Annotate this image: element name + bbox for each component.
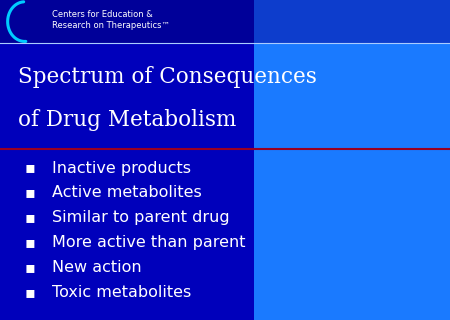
Text: New action: New action bbox=[52, 260, 141, 275]
Text: Active metabolites: Active metabolites bbox=[52, 186, 202, 200]
Text: ▪: ▪ bbox=[25, 260, 36, 275]
Text: ▪: ▪ bbox=[25, 285, 36, 300]
Text: Similar to parent drug: Similar to parent drug bbox=[52, 211, 230, 225]
Text: ▪: ▪ bbox=[25, 161, 36, 175]
Bar bbox=[254, 0, 450, 43]
Text: Centers for Education &
Research on Therapeutics™: Centers for Education & Research on Ther… bbox=[52, 10, 170, 30]
Text: Spectrum of Consequences: Spectrum of Consequences bbox=[18, 66, 317, 88]
Bar bbox=[254, 0, 450, 320]
Text: Toxic metabolites: Toxic metabolites bbox=[52, 285, 191, 300]
Text: More active than parent: More active than parent bbox=[52, 236, 245, 250]
Text: of Drug Metabolism: of Drug Metabolism bbox=[18, 109, 236, 131]
Text: Inactive products: Inactive products bbox=[52, 161, 191, 175]
Text: ▪: ▪ bbox=[25, 236, 36, 250]
Bar bbox=[0, 0, 450, 43]
Text: ▪: ▪ bbox=[25, 186, 36, 200]
Text: ▪: ▪ bbox=[25, 211, 36, 225]
